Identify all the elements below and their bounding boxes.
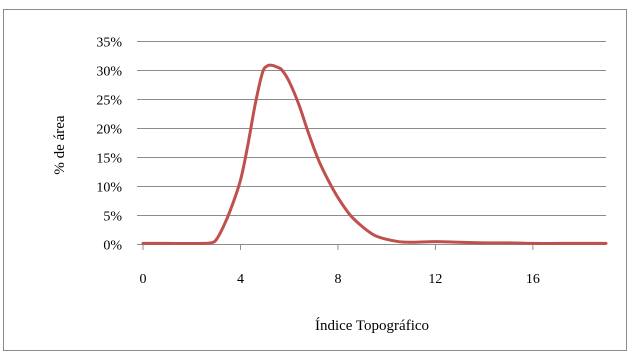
chart-area	[3, 9, 627, 351]
data-point	[266, 65, 268, 67]
data-point	[605, 243, 607, 245]
data-point	[254, 104, 256, 106]
data-point	[483, 242, 485, 244]
data-point	[349, 214, 351, 216]
data-point	[386, 239, 388, 241]
y-tick-label: 20%	[96, 123, 122, 138]
data-point	[308, 133, 310, 135]
x-axis	[137, 41, 606, 250]
data-point	[210, 242, 212, 244]
data-point	[459, 241, 461, 243]
data-point	[337, 197, 339, 199]
data-point	[203, 243, 205, 245]
data-point	[223, 226, 225, 228]
data-point	[191, 243, 193, 245]
data-point	[281, 69, 283, 71]
data-point	[142, 243, 144, 245]
data-point	[271, 65, 273, 67]
data-point	[508, 242, 510, 244]
series-line	[141, 63, 608, 246]
x-tick-label: 8	[334, 272, 341, 287]
data-point	[556, 243, 558, 245]
data-point	[327, 179, 329, 181]
data-point	[247, 145, 249, 147]
x-tick-label: 4	[237, 272, 244, 287]
data-point	[262, 72, 264, 74]
data-point	[276, 66, 278, 68]
x-tick-label: 16	[526, 272, 540, 287]
data-point	[374, 235, 376, 237]
x-axis-tick-labels: 0 4 8 12 16	[140, 272, 540, 287]
y-tick-label: 30%	[96, 65, 122, 80]
y-tick-label: 5%	[103, 210, 122, 225]
y-tick-label: 35%	[96, 36, 122, 51]
gridlines	[143, 41, 606, 216]
data-point	[435, 241, 437, 243]
y-axis-title: % de área	[52, 115, 68, 174]
x-tick-label: 0	[140, 272, 147, 287]
y-tick-label: 10%	[96, 181, 122, 196]
data-point	[240, 179, 242, 181]
data-point	[167, 243, 169, 245]
y-tick-label: 15%	[96, 152, 122, 167]
data-point	[532, 243, 534, 245]
data-point	[230, 208, 232, 210]
x-axis-title: Índice Topográfico	[315, 317, 429, 334]
data-point	[362, 226, 364, 228]
x-tick-label: 12	[428, 272, 442, 287]
y-tick-label: 25%	[96, 94, 122, 109]
series-layer	[141, 63, 608, 246]
data-point	[298, 104, 300, 106]
data-point	[581, 243, 583, 245]
data-point	[318, 159, 320, 161]
data-point	[288, 81, 290, 83]
data-point	[410, 241, 412, 243]
data-point	[215, 239, 217, 241]
y-axis-tick-labels: 0% 5% 10% 15% 20% 25% 30% 35%	[96, 36, 122, 254]
y-tick-label: 0%	[103, 239, 122, 254]
data-point	[398, 241, 400, 243]
